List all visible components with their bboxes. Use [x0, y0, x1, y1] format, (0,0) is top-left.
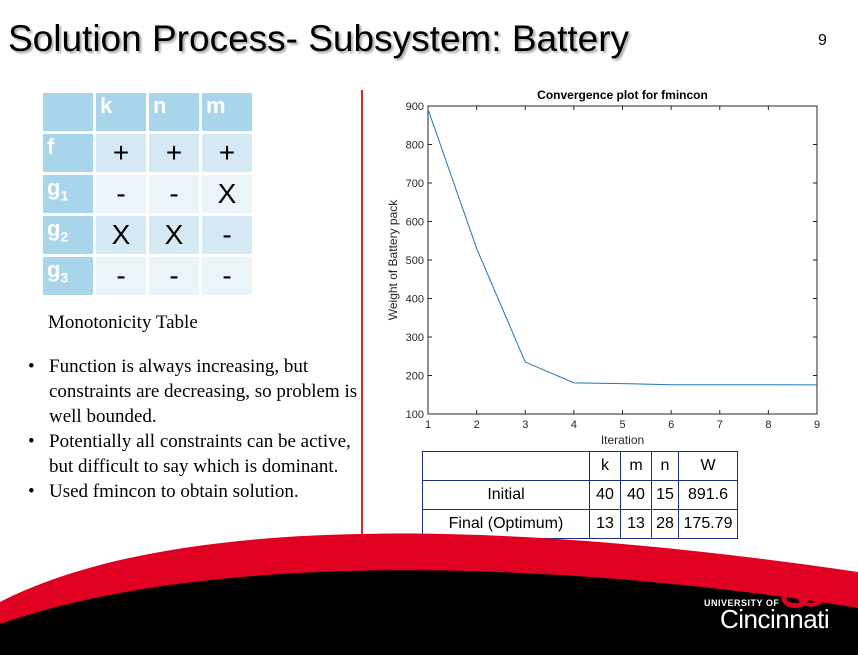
bullet-item: • Function is always increasing, but cons…	[28, 356, 358, 427]
table-caption: Monotonicity Table	[48, 312, 198, 333]
x-tick-label: 1	[425, 419, 431, 431]
slide-title: Solution Process- Subsystem: Battery	[8, 18, 630, 59]
results-cell: 40	[620, 480, 652, 510]
vertical-divider	[361, 90, 363, 545]
table-cell: X	[96, 216, 146, 254]
table-cell: -	[149, 257, 199, 295]
row-label: f	[43, 134, 93, 172]
footer-black-band	[0, 570, 858, 655]
y-tick-label: 100	[406, 409, 424, 421]
results-header-cell: m	[620, 451, 652, 481]
table-cell: -	[96, 257, 146, 295]
y-tick-label: 200	[406, 371, 424, 383]
table-cell: -	[202, 216, 252, 254]
results-cell: 15	[651, 480, 679, 510]
bullet-dot-icon: •	[28, 431, 35, 452]
y-tick-label: 300	[406, 332, 424, 344]
table-header-row: k n m	[43, 93, 252, 131]
row-label: g3	[43, 257, 93, 295]
results-header-cell: n	[651, 451, 679, 481]
y-axis-label: Weight of Battery pack	[386, 199, 400, 321]
table-cell: -	[149, 175, 199, 213]
results-cell: 40	[589, 480, 621, 510]
plot-area	[427, 105, 818, 415]
table-row: f + + +	[43, 134, 252, 172]
table-header-cell: n	[149, 93, 199, 131]
table-cell: +	[202, 134, 252, 172]
university-name: Cincinnati	[720, 604, 830, 634]
table-header-cell	[43, 93, 93, 131]
x-axis-label: Iteration	[601, 433, 644, 447]
table-row: g2 X X -	[43, 216, 252, 254]
bullet-item: • Used fmincon to obtain solution.	[28, 481, 299, 502]
results-header-row: k m n W	[422, 451, 738, 481]
monotonicity-table: k n m f + + + g1 - - X g2 X X - g3 - - -	[40, 90, 255, 298]
y-tick-label: 400	[406, 294, 424, 306]
x-tick-label: 9	[814, 419, 820, 431]
y-tick-label: 500	[406, 255, 424, 267]
y-tick-label: 800	[406, 140, 424, 152]
x-tick-label: 4	[571, 419, 577, 431]
bullet-dot-icon: •	[28, 481, 35, 502]
chart-title: Convergence plot for fmincon	[537, 88, 708, 102]
results-cell: 28	[651, 509, 679, 539]
results-table: k m n W Initial 40 40 15 891.6 Final (Op…	[422, 451, 738, 539]
bullet-dot-icon: •	[28, 356, 35, 377]
x-tick-label: 2	[474, 419, 480, 431]
table-cell: +	[96, 134, 146, 172]
results-cell: 891.6	[678, 480, 738, 510]
page-number: 9	[818, 32, 827, 49]
x-tick-label: 8	[765, 419, 771, 431]
y-tick-label: 900	[406, 101, 424, 113]
table-row: Final (Optimum) 13 13 28 175.79	[422, 509, 738, 539]
results-cell: 175.79	[678, 509, 738, 539]
uc-logo-icon	[781, 577, 824, 608]
table-cell: -	[96, 175, 146, 213]
footer-swoosh	[0, 533, 858, 655]
y-tick-label: 600	[406, 217, 424, 229]
x-tick-label: 6	[668, 419, 674, 431]
university-of-label: UNIVERSITY OF	[704, 598, 780, 608]
table-row: Initial 40 40 15 891.6	[422, 480, 738, 510]
results-header-cell: k	[589, 451, 621, 481]
table-cell: X	[202, 175, 252, 213]
results-header-cell: W	[678, 451, 738, 481]
convergence-chart: 1 2 3 4 5 6 7 8 9 100 200 300 400 500 600 700 800 900 Conv…	[386, 88, 820, 447]
bullet-item: • Potentially all constraints can be acti…	[28, 431, 351, 477]
results-cell: Initial	[422, 480, 590, 510]
x-tick-label: 3	[522, 419, 528, 431]
row-label: g1	[43, 175, 93, 213]
table-header-cell: k	[96, 93, 146, 131]
table-row: g1 - - X	[43, 175, 252, 213]
table-header-cell: m	[202, 93, 252, 131]
x-tick-label: 5	[619, 419, 625, 431]
bullet-list: • Function is always increasing, but cons…	[28, 354, 358, 504]
table-cell: X	[149, 216, 199, 254]
series-line	[427, 109, 818, 386]
table-row: g3 - - -	[43, 257, 252, 295]
x-tick-label: 7	[717, 419, 723, 431]
table-cell: -	[202, 257, 252, 295]
row-label: g2	[43, 216, 93, 254]
results-cell: 13	[620, 509, 652, 539]
y-tick-label: 700	[406, 178, 424, 190]
results-cell: 13	[589, 509, 621, 539]
results-header-cell	[422, 451, 590, 481]
table-cell: +	[149, 134, 199, 172]
